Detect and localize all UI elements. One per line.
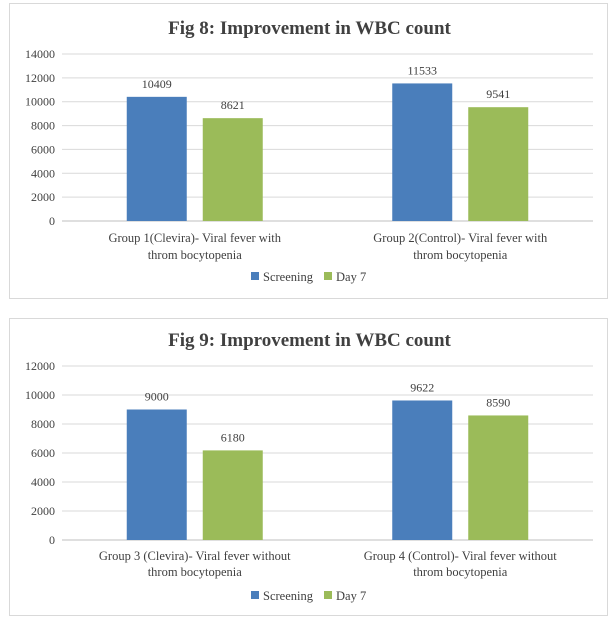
legend-label-day7: Day 7 [336, 270, 366, 284]
y-tick-label: 10000 [25, 95, 55, 109]
category-label: throm bocytopenia [148, 565, 243, 579]
bar-screening-2 [392, 400, 453, 540]
y-tick-label: 12000 [25, 359, 55, 373]
bar-screening-2 [392, 83, 453, 221]
category-label: Group 4 (Control)- Viral fever without [364, 549, 558, 563]
chart-panel-fig8: Fig 8: Improvement in WBC count 0 2000 4000… [9, 3, 608, 299]
y-tick-label: 0 [49, 533, 55, 547]
bar-screening-1 [126, 409, 187, 540]
category-label: throm bocytopenia [413, 565, 508, 579]
category-label: throm bocytopenia [148, 248, 243, 262]
legend-swatch-screening [251, 272, 259, 280]
y-tick-label: 2000 [31, 504, 55, 518]
y-tick-label: 0 [49, 214, 55, 228]
bar-day7-1 [202, 450, 263, 540]
bar-day7-2 [468, 415, 529, 540]
legend-swatch-day7 [324, 591, 332, 599]
data-label: 8621 [221, 98, 245, 112]
data-label: 11533 [407, 63, 437, 77]
y-tick-label: 12000 [25, 71, 55, 85]
legend-swatch-screening [251, 591, 259, 599]
legend-swatch-day7 [324, 272, 332, 280]
category-label: Group 1(Clevira)- Viral fever with [108, 231, 281, 245]
data-label: 9622 [410, 380, 434, 394]
data-label: 10409 [142, 77, 172, 91]
y-tick-label: 8000 [31, 417, 55, 431]
legend-label-day7: Day 7 [336, 589, 366, 603]
bar-screening-1 [126, 96, 187, 221]
category-label: throm bocytopenia [413, 248, 508, 262]
y-tick-label: 4000 [31, 166, 55, 180]
chart-fig9: Fig 9: Improvement in WBC count 0 2000 4000… [25, 330, 593, 603]
data-label: 8590 [486, 395, 510, 409]
y-tick-label: 8000 [31, 119, 55, 133]
y-tick-label: 6000 [31, 446, 55, 460]
chart-title: Fig 8: Improvement in WBC count [168, 18, 451, 39]
category-label: Group 3 (Clevira)- Viral fever without [99, 549, 291, 563]
category-label: Group 2(Control)- Viral fever with [373, 231, 548, 245]
bar-day7-1 [202, 118, 263, 221]
y-tick-label: 14000 [25, 47, 55, 61]
bar-day7-2 [468, 107, 529, 221]
legend-label-screening: Screening [263, 270, 314, 284]
legend-label-screening: Screening [263, 589, 314, 603]
data-label: 6180 [221, 430, 245, 444]
data-label: 9541 [486, 87, 510, 101]
y-tick-label: 6000 [31, 142, 55, 156]
data-label: 9000 [145, 390, 169, 404]
y-tick-label: 10000 [25, 388, 55, 402]
chart-title: Fig 9: Improvement in WBC count [168, 330, 451, 351]
chart-fig8: Fig 8: Improvement in WBC count 0 2000 4000… [25, 18, 593, 284]
chart-panel-fig9: Fig 9: Improvement in WBC count 0 2000 4000… [9, 318, 608, 616]
y-tick-label: 2000 [31, 190, 55, 204]
y-tick-label: 4000 [31, 475, 55, 489]
